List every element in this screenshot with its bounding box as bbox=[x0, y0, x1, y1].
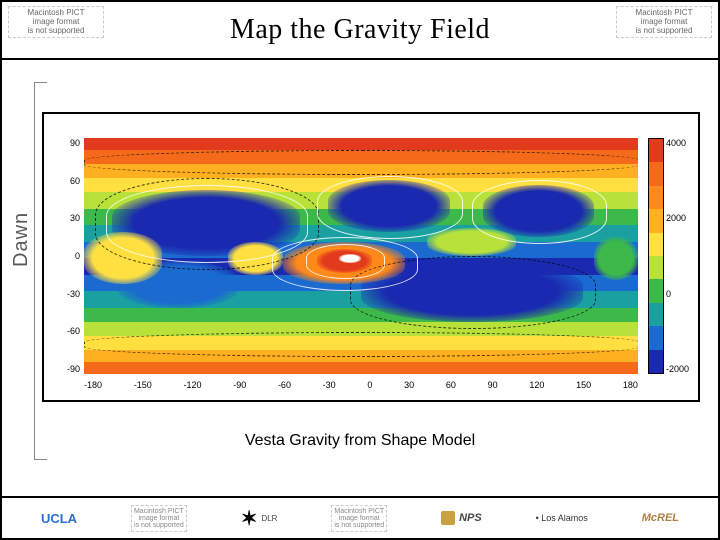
x-tick: -90 bbox=[233, 380, 246, 394]
chart-caption: Vesta Gravity from Shape Model bbox=[2, 432, 718, 450]
logo-mcrel: McREL bbox=[642, 512, 679, 524]
slide-root: Macintosh PICT image format is not suppo… bbox=[0, 0, 720, 540]
y-tick: 60 bbox=[70, 176, 80, 186]
footer-logos: UCLA Macintosh PICT image format is not … bbox=[2, 496, 718, 538]
logo-nps: NPS bbox=[441, 511, 482, 525]
logo-pict-ph: Macintosh PICT image format is not suppo… bbox=[131, 505, 187, 532]
x-tick: -120 bbox=[183, 380, 201, 394]
y-tick: 0 bbox=[75, 251, 80, 261]
y-tick: -60 bbox=[67, 326, 80, 336]
colorbar-tick: 2000 bbox=[666, 213, 694, 223]
slide-title: Map the Gravity Field bbox=[230, 14, 490, 46]
gravity-heatmap: 90 60 30 0 -30 -60 -90 -180 -150 -120 -90 -60 -30 0 3… bbox=[42, 112, 700, 402]
colorbar-tick: 4000 bbox=[666, 138, 694, 148]
y-tick: 90 bbox=[70, 138, 80, 148]
x-tick: -150 bbox=[134, 380, 152, 394]
x-tick: 0 bbox=[367, 380, 372, 394]
colorbar-tick: 0 bbox=[666, 289, 694, 299]
heatmap-background bbox=[84, 138, 638, 374]
x-axis-ticks: -180 -150 -120 -90 -60 -30 0 30 60 90 120 150 180 bbox=[84, 380, 638, 394]
colorbar-ticks: 4000 2000 0 -2000 bbox=[666, 138, 694, 374]
y-axis-ticks: 90 60 30 0 -30 -60 -90 bbox=[50, 138, 80, 374]
y-tick: -90 bbox=[67, 364, 80, 374]
pict-placeholder-right: Macintosh PICT image format is not suppo… bbox=[616, 6, 712, 38]
x-tick: 120 bbox=[529, 380, 544, 394]
heatmap-plot-area bbox=[84, 138, 638, 374]
y-tick: 30 bbox=[70, 213, 80, 223]
title-bar: Macintosh PICT image format is not suppo… bbox=[2, 2, 718, 60]
x-tick: -60 bbox=[278, 380, 291, 394]
x-tick: 90 bbox=[488, 380, 498, 394]
x-tick: 30 bbox=[404, 380, 414, 394]
logo-los-alamos: • Los Alamos bbox=[536, 513, 588, 523]
x-tick: 180 bbox=[623, 380, 638, 394]
x-tick: 60 bbox=[446, 380, 456, 394]
x-tick: -180 bbox=[84, 380, 102, 394]
logo-ucla: UCLA bbox=[41, 511, 77, 526]
y-tick: -30 bbox=[67, 289, 80, 299]
colorbar-tick: -2000 bbox=[666, 364, 694, 374]
x-tick: 150 bbox=[576, 380, 591, 394]
pict-placeholder-left: Macintosh PICT image format is not suppo… bbox=[8, 6, 104, 38]
sidebar-label: Dawn bbox=[10, 212, 33, 267]
logo-pict-ph-2: Macintosh PICT image format is not suppo… bbox=[331, 505, 387, 532]
logo-dlr: ✶DLR bbox=[241, 506, 278, 531]
colorbar bbox=[648, 138, 664, 374]
x-tick: -30 bbox=[323, 380, 336, 394]
